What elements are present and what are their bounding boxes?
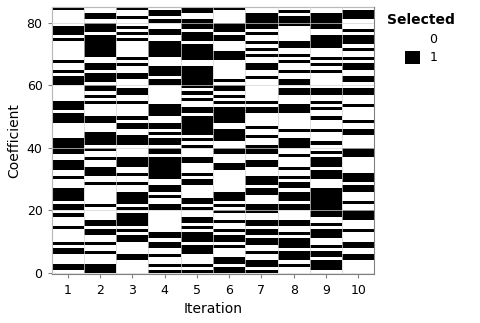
Y-axis label: Coefficient: Coefficient [7,103,21,178]
Legend: 0, 1: 0, 1 [387,13,455,65]
X-axis label: Iteration: Iteration [183,302,242,316]
